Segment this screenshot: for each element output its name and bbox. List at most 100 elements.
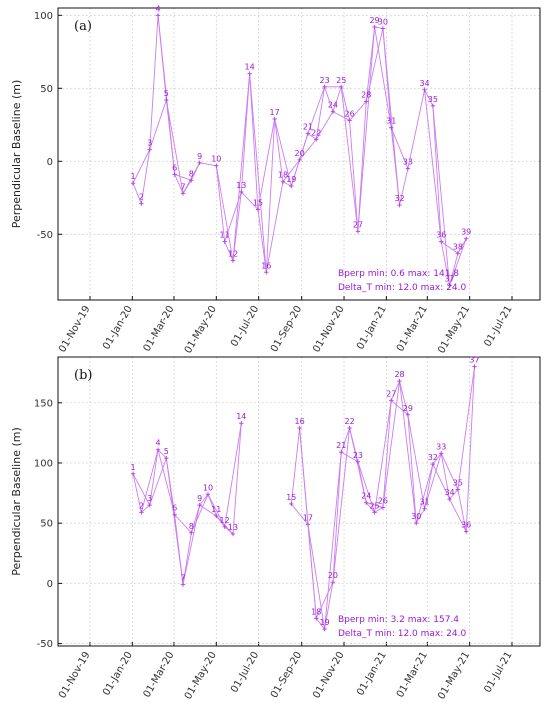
pair-line bbox=[257, 209, 267, 273]
point-label: 11 bbox=[220, 231, 230, 240]
pair-line bbox=[224, 526, 234, 535]
y-tick-label: 100 bbox=[34, 11, 53, 22]
pair-line bbox=[299, 133, 309, 160]
pair-line bbox=[215, 165, 234, 261]
point-label: 22 bbox=[344, 417, 354, 426]
point-label: 37 bbox=[469, 356, 479, 365]
x-tick-label: 01-Nov-20 bbox=[311, 304, 346, 354]
x-tick-label: 01-Jul-20 bbox=[229, 650, 261, 695]
point-label: 27 bbox=[353, 220, 363, 229]
pair-line bbox=[457, 366, 475, 490]
pair-line bbox=[282, 159, 300, 183]
pair-line bbox=[440, 453, 459, 490]
pair-line bbox=[165, 99, 184, 194]
point-label: 34 bbox=[419, 79, 429, 88]
pair-line bbox=[432, 453, 442, 465]
pair-line bbox=[390, 400, 409, 416]
pair-line bbox=[374, 26, 392, 128]
pair-line bbox=[424, 464, 434, 509]
pair-line bbox=[157, 449, 176, 515]
point-label: 15 bbox=[253, 198, 263, 207]
pair-line bbox=[140, 449, 159, 513]
pair-line bbox=[215, 165, 226, 242]
pair-line bbox=[349, 101, 367, 121]
pair-line bbox=[224, 423, 242, 527]
pair-line bbox=[315, 86, 326, 140]
pair-line bbox=[290, 427, 301, 504]
x-tick-label: 01-Jul-20 bbox=[229, 304, 261, 349]
pair-line bbox=[307, 133, 317, 140]
point-label: 24 bbox=[328, 101, 338, 110]
point-label: 27 bbox=[386, 389, 396, 398]
pair-line bbox=[365, 26, 376, 102]
x-tick-label: 01-Mar-20 bbox=[142, 650, 177, 700]
point-label: 35 bbox=[453, 478, 463, 487]
pair-line bbox=[407, 89, 425, 169]
pair-line bbox=[149, 457, 167, 506]
y-axis-label: Perpendicular Baseline (m) bbox=[10, 80, 23, 229]
point-label: 17 bbox=[303, 513, 313, 522]
pair-line bbox=[432, 105, 442, 242]
point-label: 4 bbox=[155, 439, 160, 448]
pair-line bbox=[174, 514, 192, 534]
point-label: 16 bbox=[261, 261, 271, 270]
pair-line bbox=[190, 162, 201, 181]
point-label: 30 bbox=[411, 512, 421, 521]
pair-line bbox=[265, 118, 276, 273]
bperp-stats: Bperp min: 3.2 max: 157.4 bbox=[338, 615, 459, 625]
pair-line bbox=[440, 241, 450, 286]
y-tick-label: 150 bbox=[34, 398, 53, 409]
y-tick-label: 100 bbox=[34, 458, 53, 469]
y-tick-label: -50 bbox=[37, 639, 53, 650]
x-tick-label: 01-May-21 bbox=[436, 650, 472, 702]
x-tick-label: 01-Sep-20 bbox=[269, 650, 304, 700]
point-label: 10 bbox=[211, 155, 221, 164]
point-label: 21 bbox=[303, 123, 313, 132]
pair-line bbox=[182, 505, 201, 585]
pair-line bbox=[349, 120, 359, 232]
pair-lines bbox=[132, 15, 467, 286]
x-tick-label: 01-Nov-20 bbox=[311, 650, 346, 700]
point-label: 6 bbox=[172, 163, 177, 172]
pair-line bbox=[157, 449, 167, 459]
y-axis-label: Perpendicular Baseline (m) bbox=[10, 427, 23, 576]
point-label: 25 bbox=[336, 76, 346, 85]
point-label: 35 bbox=[428, 95, 438, 104]
point-label: 30 bbox=[378, 17, 388, 26]
point-label: 17 bbox=[270, 108, 280, 117]
point-label: 22 bbox=[311, 128, 321, 137]
point-label: 19 bbox=[320, 618, 330, 627]
point-label: 6 bbox=[172, 504, 177, 513]
pair-line bbox=[315, 618, 325, 630]
pair-line bbox=[307, 524, 317, 619]
pair-line bbox=[390, 127, 401, 206]
panel-label: (b) bbox=[74, 368, 92, 383]
pair-line bbox=[199, 504, 217, 517]
y-tick-label: 50 bbox=[40, 519, 53, 530]
bperp-stats: Bperp min: 0.6 max: 141.8 bbox=[338, 269, 459, 279]
pair-line bbox=[424, 453, 442, 509]
pair-line bbox=[407, 414, 417, 524]
point-label: 21 bbox=[336, 441, 346, 450]
pair-line bbox=[132, 149, 151, 184]
pair-line bbox=[457, 489, 467, 532]
point-label: 32 bbox=[394, 194, 404, 203]
x-tick-label: 01-Mar-20 bbox=[142, 304, 177, 354]
point-label: 25 bbox=[369, 501, 379, 510]
point-label: 26 bbox=[378, 497, 388, 506]
pair-line bbox=[332, 427, 351, 583]
pair-line bbox=[265, 181, 284, 273]
x-tick-label: 01-Sep-20 bbox=[269, 304, 304, 354]
pair-line bbox=[141, 504, 150, 513]
x-tick-label: 01-May-21 bbox=[436, 304, 472, 356]
pair-line bbox=[249, 73, 259, 210]
point-label: 37 bbox=[444, 274, 454, 283]
point-label: 18 bbox=[311, 607, 321, 616]
plot-frame bbox=[57, 7, 541, 301]
point-label: 1 bbox=[130, 463, 135, 472]
point-label: 9 bbox=[197, 152, 202, 161]
x-tick-label: 01-May-20 bbox=[183, 304, 219, 356]
pair-line bbox=[390, 380, 400, 401]
pair-line bbox=[415, 508, 425, 524]
pair-line bbox=[174, 514, 184, 585]
